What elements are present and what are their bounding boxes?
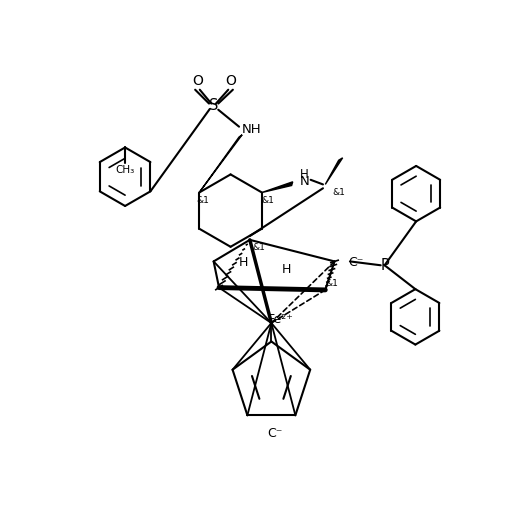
Polygon shape	[325, 158, 342, 185]
Text: O: O	[224, 74, 236, 88]
Text: &1: &1	[332, 188, 345, 197]
Text: NH: NH	[241, 123, 261, 137]
Text: H: H	[239, 256, 248, 269]
Text: &1: &1	[261, 196, 274, 204]
Text: H: H	[281, 263, 291, 276]
Polygon shape	[199, 135, 242, 192]
Text: Fe²⁺: Fe²⁺	[267, 313, 293, 326]
Text: &1: &1	[252, 243, 265, 252]
Text: &1: &1	[324, 279, 337, 288]
Text: C⁻: C⁻	[267, 427, 282, 440]
Text: &1: &1	[196, 196, 209, 204]
Text: N: N	[299, 175, 309, 188]
Text: H: H	[299, 168, 308, 181]
Text: P: P	[379, 258, 388, 273]
Polygon shape	[262, 182, 292, 192]
Text: C⁻: C⁻	[348, 256, 363, 269]
Text: CH₃: CH₃	[115, 165, 134, 175]
Text: O: O	[192, 74, 203, 88]
Text: S: S	[209, 98, 218, 113]
